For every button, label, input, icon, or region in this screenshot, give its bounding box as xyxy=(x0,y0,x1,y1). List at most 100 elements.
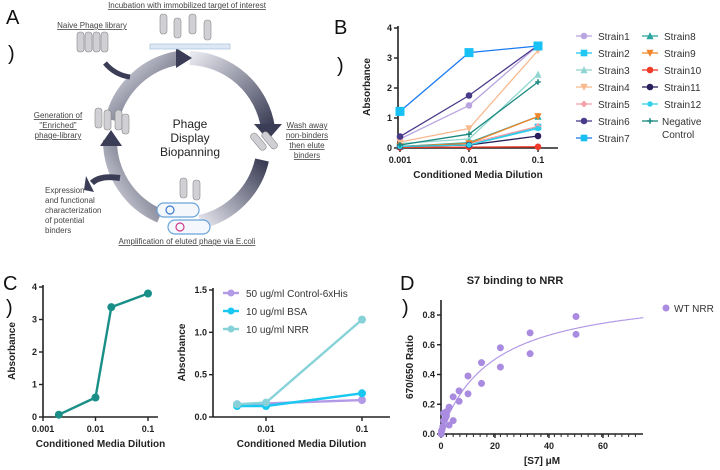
legend-item: Strain7 xyxy=(576,134,630,145)
data-point xyxy=(465,125,473,133)
data-point xyxy=(445,403,453,411)
legend-label: Strain1 xyxy=(598,32,630,43)
data-point xyxy=(496,363,504,371)
data-point xyxy=(534,132,542,140)
axis-lines xyxy=(42,285,158,418)
data-point xyxy=(227,325,235,333)
x-tick-label: 0.01 xyxy=(87,424,105,434)
data-point xyxy=(455,397,463,405)
chart-C-left: 0 1 2 3 4 0.001 0.01 0.1 Conditioned Media Dilut… xyxy=(7,282,165,450)
chart-C-right: 0.0 0.5 1.0 1.5 0.01 0.1 Conditioned Media Dil… xyxy=(177,285,390,450)
y-axis-label: Absorbance xyxy=(362,58,373,116)
data-point xyxy=(647,118,653,124)
data-point xyxy=(465,102,473,109)
legend-item: Strain11 xyxy=(642,83,701,94)
data-point xyxy=(646,83,654,91)
phage-icons xyxy=(76,13,278,201)
y-tick-label: 2 xyxy=(32,347,37,357)
data-point xyxy=(395,106,405,116)
ecoli-cells xyxy=(156,202,211,235)
cycle-arrow-right xyxy=(189,51,275,130)
data-point xyxy=(464,372,472,380)
data-point xyxy=(464,48,474,58)
y-tick-label: 0.2 xyxy=(422,399,435,409)
legend-label: Strain9 xyxy=(664,49,696,60)
data-point xyxy=(464,390,472,398)
chart-D: 0.0 0.2 0.4 0.6 0.8 0 20 40 60 [S7] μM 670/650 Rat… xyxy=(405,275,714,467)
legend-item: Negative Control xyxy=(642,117,702,141)
data-point xyxy=(533,41,543,51)
chart-B: 0 1 2 3 4 0.001 0.01 0.1 Conditioned Media Dilut… xyxy=(362,23,702,181)
y-tick-label: 0 xyxy=(387,143,392,153)
y-tick-label: 3 xyxy=(32,315,37,325)
step-generation-label: phage-library xyxy=(35,131,82,140)
data-point xyxy=(107,303,116,312)
step-wash-label: Wash away xyxy=(286,121,327,130)
panel-label-d-paren: ) xyxy=(402,297,409,319)
cycle-arrow-top xyxy=(105,51,180,122)
diagram-center-title: Display xyxy=(170,131,209,145)
step-generation-label: Generation of xyxy=(34,111,83,120)
series-2 xyxy=(233,315,366,409)
data-point xyxy=(572,330,580,338)
data-point xyxy=(580,134,588,142)
panel-label-d: D xyxy=(400,273,414,295)
y-tick-label: 2 xyxy=(387,83,392,93)
step-incubation-label: Incubation with immobilized target of in… xyxy=(108,1,267,10)
step-expression-label: characterization xyxy=(45,206,101,215)
panel-label-b-paren: ) xyxy=(337,55,344,77)
data-point xyxy=(466,131,472,137)
legend-label: Strain10 xyxy=(664,66,702,77)
fit-curve xyxy=(440,317,644,435)
y-tick-label: 1 xyxy=(32,380,37,390)
data-point xyxy=(262,398,270,407)
data-point xyxy=(496,344,504,352)
data-point xyxy=(535,79,541,85)
legend-label: Strain4 xyxy=(598,83,630,94)
axis-lines xyxy=(397,26,558,149)
legend-label: Strain11 xyxy=(664,83,701,94)
x-axis-label: Conditioned Media Dilution xyxy=(413,170,542,181)
legend-label: WT NRR xyxy=(674,304,714,315)
step-wash-label: non-binders xyxy=(286,131,328,140)
data-point xyxy=(358,315,366,324)
data-point xyxy=(580,32,588,40)
diagram-center-title: Biopanning xyxy=(160,145,220,159)
legend-item: Strain1 xyxy=(576,32,630,43)
data-point xyxy=(54,410,63,419)
legend-item: Strain5 xyxy=(576,100,630,111)
legend-label: Strain12 xyxy=(664,100,702,111)
y-tick-label: 4 xyxy=(387,23,392,33)
naive-entry-arrow xyxy=(103,61,131,80)
data-point xyxy=(534,113,542,121)
data-point xyxy=(646,49,654,57)
expression-exit-arrow xyxy=(89,174,121,186)
arrowhead-top xyxy=(176,48,192,68)
diagram-center-title: Phage xyxy=(173,117,208,131)
data-point xyxy=(646,66,654,74)
legend-label: 10 ug/ml BSA xyxy=(246,307,307,318)
axis-lines xyxy=(212,288,390,418)
y-tick-label: 0.0 xyxy=(194,412,207,422)
data-point xyxy=(449,393,457,401)
legend-label: Strain6 xyxy=(598,117,630,128)
data-point xyxy=(526,350,534,358)
legend-item: Strain8 xyxy=(642,32,696,43)
y-axis-label: Absorbance xyxy=(7,322,18,380)
x-tick-label: 0.01 xyxy=(257,424,275,434)
data-point xyxy=(580,49,588,57)
x-tick-label: 60 xyxy=(598,441,608,451)
step-wash-label: binders xyxy=(294,151,320,160)
step-naive-label: Naive Phage library xyxy=(57,21,127,30)
data-point xyxy=(445,421,453,429)
y-tick-label: 1 xyxy=(387,113,392,123)
y-tick-label: 0.4 xyxy=(422,370,435,380)
panel-label-a-paren: ) xyxy=(8,43,15,65)
series-strain7 xyxy=(395,41,543,116)
legend-label: 10 ug/ml NRR xyxy=(246,325,309,336)
data-point xyxy=(227,289,235,297)
series-line xyxy=(58,292,149,416)
x-tick-label: 0.001 xyxy=(32,424,55,434)
x-axis-label: Conditioned Media Dilution xyxy=(237,439,366,450)
